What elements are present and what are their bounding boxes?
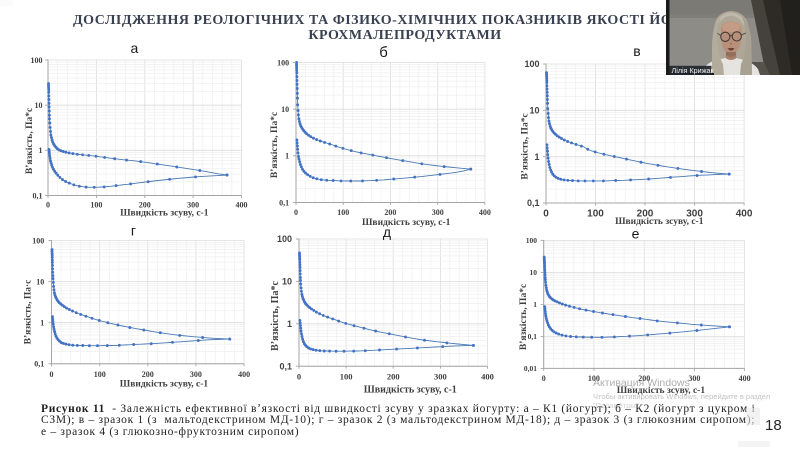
- svg-text:Швидкість зсуву, с-1: Швидкість зсуву, с-1: [120, 208, 209, 219]
- svg-text:0: 0: [542, 374, 546, 383]
- svg-text:200: 200: [384, 208, 396, 217]
- svg-text:0,1: 0,1: [279, 198, 289, 207]
- svg-text:200: 200: [387, 372, 400, 382]
- svg-text:100: 100: [90, 201, 102, 210]
- svg-text:1: 1: [40, 319, 44, 328]
- svg-text:300: 300: [187, 201, 199, 210]
- svg-text:10: 10: [282, 277, 292, 287]
- svg-text:300: 300: [432, 208, 444, 217]
- svg-text:Вʼязкість, Па*с: Вʼязкість, Па*с: [270, 281, 281, 351]
- svg-text:0,1: 0,1: [527, 198, 540, 208]
- svg-text:1: 1: [285, 152, 289, 161]
- svg-text:10: 10: [281, 105, 289, 114]
- svg-text:100: 100: [340, 372, 353, 382]
- svg-text:Швидкість зсуву, с-1: Швидкість зсуву, с-1: [120, 379, 209, 390]
- svg-text:100: 100: [32, 236, 44, 245]
- svg-text:300: 300: [434, 372, 447, 382]
- svg-text:0,1: 0,1: [279, 361, 292, 371]
- svg-text:0: 0: [297, 372, 301, 382]
- svg-text:0,01: 0,01: [524, 364, 537, 373]
- svg-text:300: 300: [190, 370, 202, 379]
- svg-text:200: 200: [139, 201, 151, 210]
- svg-text:Швидкість зсуву, с-1: Швидкість зсуву, с-1: [615, 216, 704, 227]
- svg-text:Вʼязкість, Па·с: Вʼязкість, Па·с: [23, 280, 34, 345]
- svg-text:0,1: 0,1: [34, 360, 44, 369]
- svg-text:400: 400: [479, 208, 491, 217]
- svg-text:Вʼязкість, Па*с: Вʼязкість, Па*с: [520, 113, 531, 179]
- svg-text:1: 1: [287, 319, 292, 329]
- svg-text:400: 400: [739, 374, 751, 383]
- svg-text:300: 300: [686, 208, 703, 219]
- svg-text:в: в: [633, 43, 640, 59]
- svg-text:10: 10: [530, 268, 538, 277]
- svg-text:0,1: 0,1: [33, 191, 43, 200]
- svg-text:г: г: [131, 223, 136, 239]
- svg-text:400: 400: [481, 372, 494, 382]
- svg-text:е: е: [632, 225, 640, 241]
- svg-text:0: 0: [543, 208, 549, 219]
- svg-text:100: 100: [94, 370, 106, 379]
- svg-text:100: 100: [337, 208, 349, 217]
- svg-text:300: 300: [688, 374, 700, 383]
- svg-text:400: 400: [236, 201, 248, 210]
- svg-text:10: 10: [36, 277, 44, 286]
- svg-text:0: 0: [294, 208, 298, 217]
- svg-text:Вʼязкість, Па*с: Вʼязкість, Па*с: [518, 284, 529, 350]
- svg-text:Вʼязкість, Па*с: Вʼязкість, Па*с: [269, 112, 280, 178]
- svg-text:100: 100: [277, 58, 289, 67]
- svg-text:100: 100: [526, 236, 538, 245]
- svg-text:100: 100: [587, 208, 604, 219]
- svg-text:100: 100: [277, 234, 292, 244]
- svg-text:200: 200: [637, 208, 654, 219]
- svg-text:0,1: 0,1: [528, 332, 538, 341]
- svg-text:1: 1: [533, 300, 537, 309]
- svg-text:400: 400: [238, 370, 250, 379]
- svg-text:400: 400: [736, 208, 753, 219]
- svg-text:Вʼязкість, Па*с: Вʼязкість, Па*с: [24, 108, 35, 174]
- svg-text:Швидкість зсуву, с-1: Швидкість зсуву, с-1: [617, 385, 706, 396]
- svg-text:1: 1: [39, 146, 43, 155]
- svg-text:Швидкість зсуву, с-1: Швидкість зсуву, с-1: [362, 217, 451, 228]
- svg-text:д: д: [383, 224, 391, 240]
- svg-text:10: 10: [35, 101, 43, 110]
- svg-text:100: 100: [588, 374, 600, 383]
- svg-text:200: 200: [142, 370, 154, 379]
- svg-text:100: 100: [31, 56, 43, 65]
- svg-text:200: 200: [638, 374, 650, 383]
- svg-text:0: 0: [50, 370, 54, 379]
- svg-text:100: 100: [524, 59, 539, 69]
- svg-text:1: 1: [534, 152, 539, 162]
- svg-text:Швидкість зсуву, с-1: Швидкість зсуву, с-1: [364, 385, 457, 396]
- svg-text:а: а: [131, 40, 139, 56]
- svg-text:б: б: [379, 44, 388, 61]
- svg-text:0: 0: [46, 201, 50, 210]
- svg-text:Лілія Крижак: Лілія Крижак: [672, 66, 715, 75]
- svg-text:10: 10: [529, 106, 539, 116]
